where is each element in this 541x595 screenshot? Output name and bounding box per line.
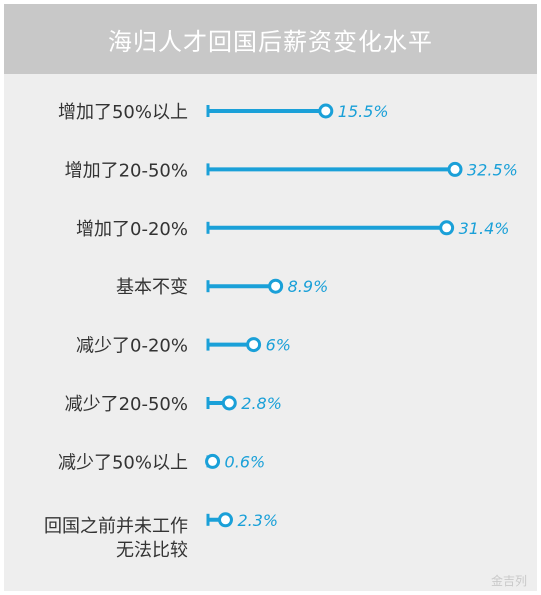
category-label-line: 无法比较 [116,540,188,561]
category-label-line: 增加了20-50% [65,160,188,181]
category-label: 增加了50%以上 [58,102,188,123]
bar-end-marker [447,161,463,177]
category-label-line: 减少了20-50% [65,394,188,415]
category-label: 基本不变 [116,277,188,298]
value-label: 2.8% [241,394,282,413]
bar-end-marker [205,453,221,469]
value-label: 32.5% [467,160,518,179]
watermark-logo: 金吉列 [490,574,527,588]
category-label: 回国之前并未工作无法比较 [44,516,188,561]
category-label: 减少了50%以上 [58,452,188,473]
value-label: 15.5% [338,102,389,121]
category-label-line: 基本不变 [116,277,188,298]
value-label: 6% [266,336,291,355]
category-label: 减少了20-50% [65,394,188,415]
value-label: 31.4% [459,219,510,238]
category-label-line: 增加了50%以上 [58,102,188,123]
chart-card: 海归人才回国后薪资变化水平 [4,4,537,591]
category-label-line: 增加了0-20% [76,219,188,240]
title-bar: 海归人才回国后薪资变化水平 [4,4,537,74]
bar-end-marker [217,512,233,528]
category-label: 增加了0-20% [76,219,188,240]
bar-end-marker [246,337,262,353]
bar-end-marker [439,220,455,236]
category-label-line: 减少了50%以上 [58,452,188,473]
category-label-line: 回国之前并未工作 [44,516,188,537]
value-label: 8.9% [288,277,329,296]
category-label: 增加了20-50% [65,160,188,181]
chart-title: 海归人才回国后薪资变化水平 [108,27,433,56]
bar-end-marker [268,278,284,294]
category-label: 减少了0-20% [76,336,188,357]
bar-end-marker [318,103,334,119]
bar-end-marker [221,395,237,411]
category-label-line: 减少了0-20% [76,336,188,357]
value-label: 0.6% [225,452,266,471]
value-label: 2.3% [237,511,278,530]
